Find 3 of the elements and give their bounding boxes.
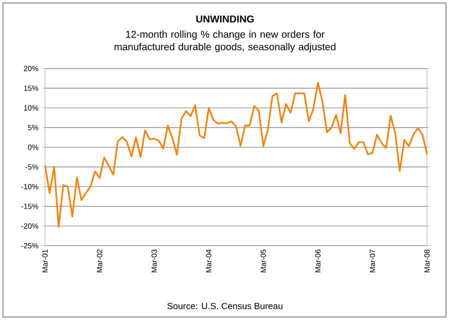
source-note: Source: U.S. Census Bureau <box>167 302 282 310</box>
chart-title: UNWINDING <box>196 15 254 23</box>
chart-subtitle: 12-month rolling % change in new orders for manufactured durable goods, seasonally adjusted <box>114 30 336 52</box>
